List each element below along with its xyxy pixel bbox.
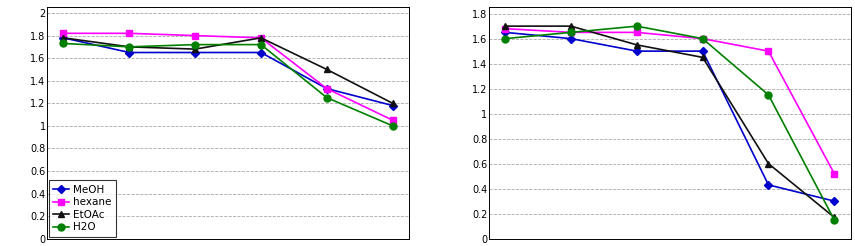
MeOH: [632, 50, 642, 53]
hexane: [632, 31, 642, 34]
Line: H2O: H2O: [60, 40, 396, 129]
H2O: [190, 43, 200, 46]
MeOH: [764, 184, 774, 186]
EtOAc: [321, 68, 332, 71]
EtOAc: [500, 25, 510, 28]
hexane: [124, 32, 134, 35]
H2O: [58, 42, 68, 45]
H2O: [829, 218, 840, 221]
hexane: [190, 34, 200, 37]
MeOH: [321, 87, 332, 90]
hexane: [500, 27, 510, 30]
EtOAc: [124, 45, 134, 48]
EtOAc: [698, 56, 708, 59]
H2O: [256, 43, 266, 46]
hexane: [387, 119, 398, 122]
Line: hexane: hexane: [503, 26, 837, 176]
MeOH: [58, 36, 68, 39]
hexane: [321, 87, 332, 90]
hexane: [58, 32, 68, 35]
EtOAc: [829, 216, 840, 219]
EtOAc: [256, 36, 266, 39]
H2O: [387, 124, 398, 127]
Line: H2O: H2O: [502, 23, 838, 223]
Line: hexane: hexane: [61, 31, 395, 123]
MeOH: [829, 200, 840, 203]
H2O: [632, 25, 642, 28]
MeOH: [124, 51, 134, 54]
H2O: [500, 37, 510, 40]
MeOH: [190, 51, 200, 54]
MeOH: [698, 50, 708, 53]
MeOH: [387, 104, 398, 107]
Line: MeOH: MeOH: [61, 35, 395, 108]
MeOH: [500, 31, 510, 34]
MeOH: [256, 51, 266, 54]
hexane: [698, 37, 708, 40]
Legend: MeOH, hexane, EtOAc, H2O: MeOH, hexane, EtOAc, H2O: [49, 180, 115, 237]
EtOAc: [764, 162, 774, 165]
hexane: [764, 50, 774, 53]
Line: EtOAc: EtOAc: [60, 34, 396, 107]
Line: MeOH: MeOH: [503, 30, 837, 204]
hexane: [829, 172, 840, 175]
H2O: [764, 93, 774, 96]
H2O: [321, 96, 332, 99]
EtOAc: [387, 102, 398, 105]
EtOAc: [632, 43, 642, 46]
MeOH: [566, 37, 576, 40]
EtOAc: [190, 48, 200, 51]
H2O: [698, 37, 708, 40]
H2O: [124, 45, 134, 48]
EtOAc: [566, 25, 576, 28]
Line: EtOAc: EtOAc: [502, 23, 838, 221]
hexane: [256, 36, 266, 39]
hexane: [566, 31, 576, 34]
EtOAc: [58, 36, 68, 39]
H2O: [566, 31, 576, 34]
